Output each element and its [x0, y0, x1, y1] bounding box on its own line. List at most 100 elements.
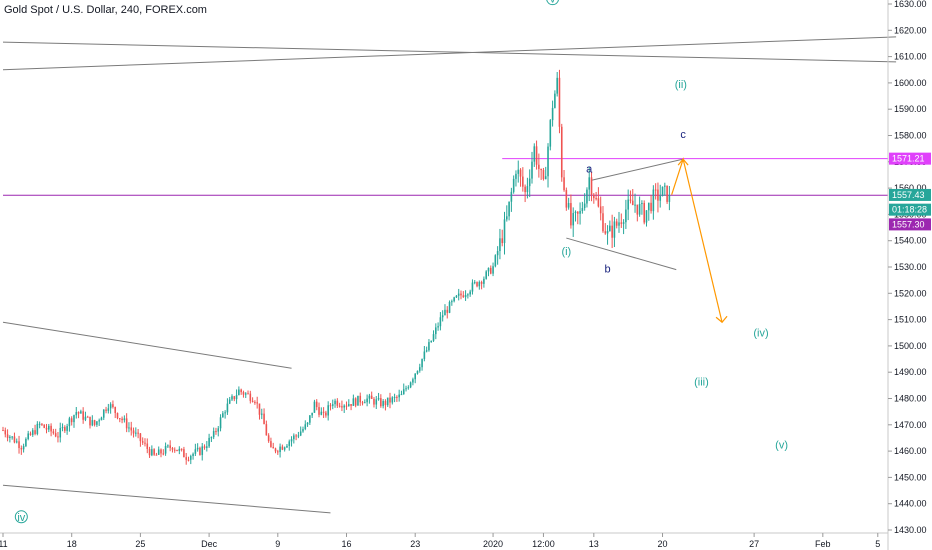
candle-body	[446, 309, 449, 313]
candle-body	[48, 425, 50, 430]
candle-body	[448, 301, 451, 313]
candle-body	[102, 409, 105, 418]
candle-body	[206, 446, 208, 448]
candle-body	[489, 267, 492, 274]
candle-body	[590, 177, 593, 195]
candle-body	[347, 404, 350, 407]
candle-body	[375, 399, 378, 405]
candle-body	[299, 431, 302, 436]
candle-body	[620, 222, 623, 224]
candle-body	[70, 418, 73, 423]
candle-body	[231, 396, 233, 400]
candle-body	[492, 266, 494, 274]
candle-body	[634, 204, 636, 206]
candle-body	[105, 409, 107, 411]
candle-body	[91, 420, 94, 426]
candle-body	[622, 222, 625, 224]
candle-body	[89, 416, 91, 426]
candle-body	[581, 208, 584, 211]
candle-body	[343, 405, 346, 408]
candle-body	[141, 441, 144, 443]
candle-body	[583, 203, 586, 209]
projection-arrowhead	[715, 315, 728, 324]
candle-body	[114, 407, 117, 413]
candle-body	[247, 393, 249, 395]
candle-body	[288, 441, 291, 446]
candle-body	[325, 412, 327, 416]
candle-body	[98, 420, 100, 422]
candle-body	[643, 202, 645, 223]
price-tick-label: 1600.00	[894, 78, 927, 88]
candle-body	[506, 216, 508, 220]
candle-body	[189, 456, 192, 460]
candle-body	[320, 411, 323, 415]
candle-body	[469, 291, 471, 295]
candle-body	[377, 398, 380, 400]
candle-body	[2, 430, 4, 432]
candle-body	[393, 396, 396, 398]
candle-body	[407, 387, 410, 389]
candle-body	[549, 120, 552, 147]
candle-body	[421, 358, 423, 368]
wave-label: (v)	[775, 439, 788, 451]
candle-body	[130, 427, 133, 431]
candle-body	[386, 397, 389, 406]
candle-body	[389, 397, 391, 403]
candle-body	[496, 251, 499, 256]
candle-body	[311, 412, 313, 416]
candle-body	[618, 222, 620, 226]
candle-body	[558, 77, 561, 127]
candle-body	[164, 446, 167, 454]
candle-body	[373, 398, 375, 405]
trendline	[2, 41, 897, 63]
candle-body	[295, 435, 297, 437]
price-tag-box	[889, 203, 931, 216]
candle-body	[402, 389, 405, 395]
candle-body	[457, 293, 460, 296]
candle-body	[572, 213, 575, 226]
candle-body	[25, 438, 27, 447]
projection-peak-arrowhead	[677, 158, 689, 166]
candle-body	[460, 293, 462, 296]
candle-body	[526, 186, 529, 193]
price-tag-box	[889, 218, 931, 231]
candle-body	[476, 282, 478, 287]
candle-body	[327, 405, 329, 416]
candle-body	[178, 448, 181, 451]
wave-label: (iv)	[753, 328, 768, 340]
candle-body	[125, 418, 128, 429]
candle-body	[652, 189, 655, 212]
candle-body	[146, 443, 149, 449]
candle-body	[183, 449, 185, 458]
candle-body	[565, 190, 568, 208]
price-tick-label: 1460.00	[894, 446, 927, 456]
candle-body	[235, 395, 238, 400]
candle-body	[116, 412, 119, 419]
candle-body	[471, 282, 474, 292]
candle-body	[338, 405, 341, 407]
trendline	[2, 36, 897, 71]
price-tick-label: 1560.00	[894, 183, 927, 193]
candle-body	[84, 416, 87, 420]
candle-body	[34, 430, 36, 434]
time-tick-label: 11	[0, 539, 8, 549]
candle-body	[435, 327, 437, 335]
candle-body	[524, 186, 526, 193]
candle-body	[50, 425, 52, 432]
candle-body	[540, 168, 542, 171]
trendline	[2, 321, 292, 369]
price-tag-label: 01:18:28	[892, 205, 927, 215]
price-tag-box	[889, 152, 931, 165]
candle-body	[370, 395, 373, 399]
candle-body	[570, 203, 572, 226]
trendline	[591, 158, 684, 181]
candle-body	[602, 213, 604, 232]
wave-label-circle	[14, 510, 28, 524]
candle-body	[162, 453, 165, 455]
candle-body	[277, 451, 279, 453]
candle-body	[203, 446, 206, 448]
candle-body	[242, 392, 245, 395]
candle-body	[515, 173, 517, 179]
candle-body	[215, 431, 217, 433]
